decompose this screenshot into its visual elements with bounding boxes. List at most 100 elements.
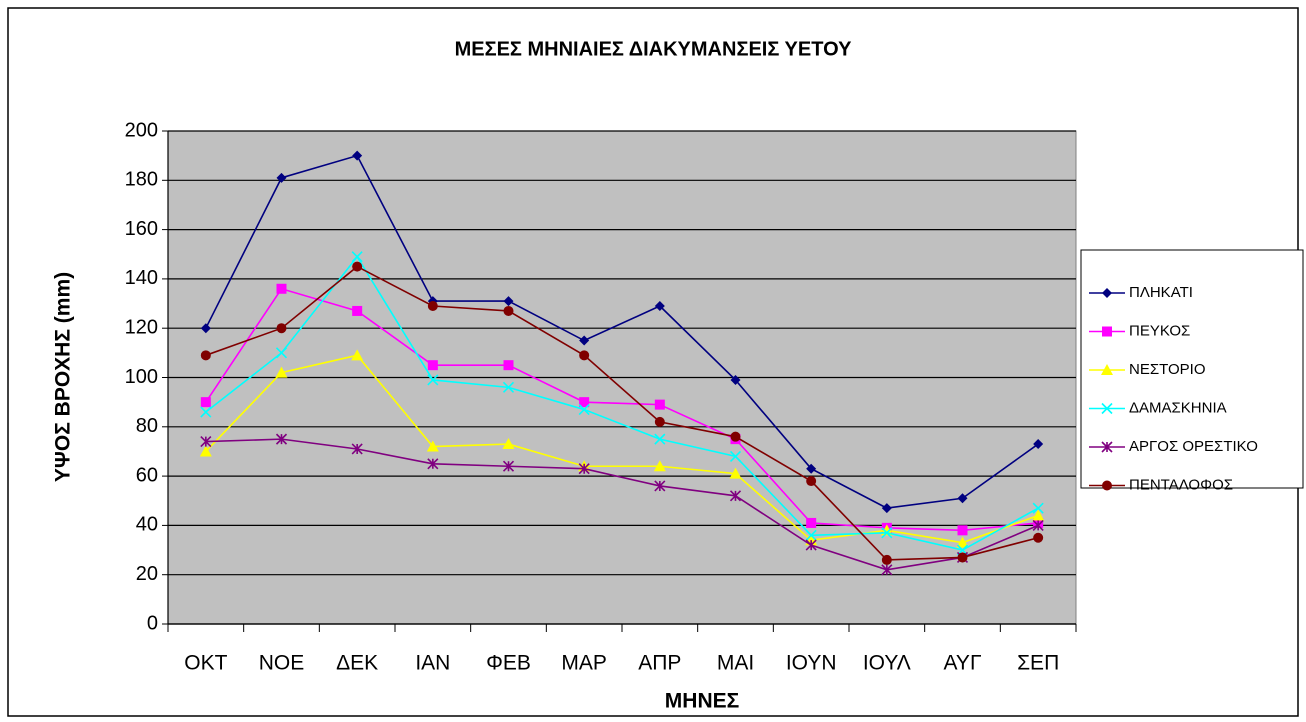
marker bbox=[276, 323, 287, 334]
marker bbox=[653, 460, 666, 472]
y-tick-label: 200 bbox=[125, 119, 158, 141]
series-line bbox=[205, 354, 1039, 544]
marker bbox=[1032, 519, 1044, 531]
x-tick-label: ΜΑΡ bbox=[561, 652, 607, 675]
marker bbox=[654, 433, 666, 445]
marker bbox=[730, 374, 741, 385]
x-tick-label: ΣΕΠ bbox=[1017, 652, 1059, 675]
marker bbox=[427, 301, 438, 312]
legend-label: ΠΕΝΤΑΛΟΦΟΣ bbox=[1129, 476, 1233, 493]
y-tick-label: 180 bbox=[125, 169, 158, 191]
marker bbox=[351, 251, 363, 263]
marker bbox=[578, 403, 590, 416]
y-tick-label: 160 bbox=[125, 218, 158, 240]
marker bbox=[1101, 402, 1113, 415]
marker bbox=[729, 450, 742, 462]
marker bbox=[579, 335, 590, 346]
marker bbox=[957, 525, 968, 536]
legend: ΠΛΗΚΑΤΙ ΠΕΥΚΟΣ ΝΕΣΤΟΡΙΟ ΔΑΜΑΣΚΗΝΙΑ ΑΡΓΟΣ ΟΡΕ… bbox=[1080, 249, 1304, 493]
marker bbox=[200, 323, 211, 334]
marker bbox=[654, 301, 665, 312]
marker bbox=[275, 433, 288, 445]
x-tick-label: ΜΑΙ bbox=[717, 652, 754, 675]
series-line bbox=[205, 265, 1039, 561]
x-tick-label: ΦΕΒ bbox=[486, 652, 531, 675]
legend-label: ΝΕΣΤΟΡΙΟ bbox=[1129, 361, 1206, 378]
series-line bbox=[205, 438, 1039, 571]
marker bbox=[805, 539, 817, 551]
marker bbox=[276, 283, 287, 294]
marker bbox=[654, 399, 665, 410]
marker bbox=[502, 438, 515, 450]
marker bbox=[276, 172, 287, 183]
marker bbox=[729, 490, 742, 502]
marker bbox=[200, 397, 211, 408]
marker bbox=[881, 564, 893, 576]
marker bbox=[1102, 326, 1112, 337]
marker bbox=[654, 416, 665, 427]
x-axis-label: ΜΗΝΕΣ bbox=[665, 690, 739, 713]
marker bbox=[352, 150, 363, 161]
x-tick-label: ΙΑΝ bbox=[415, 652, 450, 675]
marker bbox=[1102, 480, 1112, 491]
x-tick-label: ΑΠΡ bbox=[638, 652, 681, 675]
y-axis-label: ΥΨΟΣ ΒΡΟΧΗΣ (mm) bbox=[52, 272, 75, 482]
marker bbox=[352, 305, 363, 316]
marker bbox=[806, 463, 817, 474]
marker bbox=[352, 261, 363, 272]
x-tick-label: ΙΟΥΛ bbox=[863, 652, 911, 675]
marker bbox=[957, 552, 968, 563]
marker bbox=[351, 349, 364, 361]
y-tick-label: 20 bbox=[136, 563, 158, 585]
marker bbox=[881, 527, 893, 539]
marker bbox=[579, 350, 590, 361]
x-tick-label: ΟΚΤ bbox=[184, 652, 227, 675]
marker bbox=[427, 360, 438, 371]
marker bbox=[956, 536, 969, 548]
marker bbox=[199, 445, 212, 457]
marker bbox=[503, 305, 514, 316]
marker bbox=[806, 476, 817, 487]
marker bbox=[957, 493, 968, 504]
marker bbox=[503, 296, 514, 307]
legend-label: ΠΕΥΚΟΣ bbox=[1129, 322, 1190, 339]
legend-label: ΠΛΗΚΑΤΙ bbox=[1129, 284, 1193, 301]
marker bbox=[579, 397, 590, 408]
marker bbox=[881, 554, 892, 565]
marker bbox=[1102, 288, 1112, 298]
marker bbox=[200, 406, 212, 418]
marker bbox=[1032, 509, 1045, 521]
series-line bbox=[205, 255, 1039, 551]
legend-label: ΑΡΓΟΣ ΟΡΕΣΤΙΚΟ bbox=[1129, 438, 1258, 455]
marker bbox=[1032, 502, 1044, 514]
series-line bbox=[205, 287, 1039, 532]
marker bbox=[806, 517, 817, 528]
y-tick-label: 140 bbox=[125, 267, 158, 289]
marker bbox=[654, 480, 666, 492]
marker bbox=[200, 436, 212, 448]
y-tick-label: 40 bbox=[136, 514, 158, 536]
legend-label: ΔΑΜΑΣΚΗΝΙΑ bbox=[1129, 399, 1227, 416]
marker bbox=[805, 529, 817, 541]
marker bbox=[427, 374, 439, 386]
marker bbox=[502, 460, 515, 472]
chart-title: ΜΕΣΕΣ ΜΗΝΙΑΙΕΣ ΔΙΑΚΥΜΑΝΣΕΙΣ ΥΕΤΟΥ bbox=[455, 38, 852, 60]
marker bbox=[426, 440, 439, 452]
marker bbox=[1033, 532, 1044, 543]
marker bbox=[503, 360, 514, 371]
x-tick-label: ΔΕΚ bbox=[336, 652, 378, 675]
x-tick-label: ΝΟΕ bbox=[259, 652, 305, 675]
y-tick-label: 100 bbox=[125, 366, 158, 388]
marker bbox=[730, 431, 741, 442]
marker bbox=[1101, 441, 1113, 453]
marker bbox=[427, 458, 439, 470]
y-tick-label: 120 bbox=[125, 316, 158, 338]
marker bbox=[275, 366, 288, 378]
marker bbox=[351, 443, 363, 455]
marker bbox=[275, 347, 288, 359]
series-line bbox=[205, 154, 1039, 509]
x-tick-label: ΙΟΥΝ bbox=[786, 652, 837, 675]
marker bbox=[200, 350, 211, 361]
marker bbox=[881, 503, 892, 514]
